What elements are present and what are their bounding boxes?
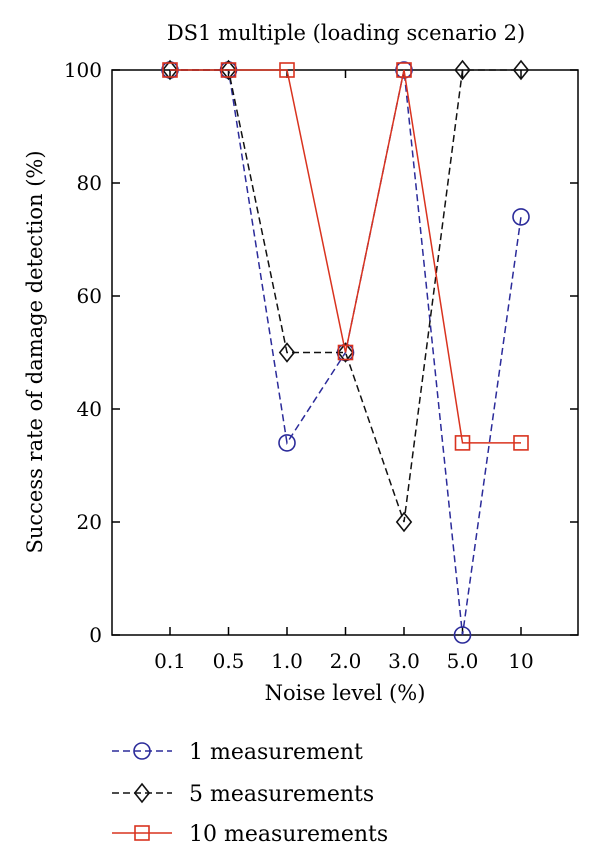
data-point <box>278 342 296 363</box>
x-tick-label: 5.0 <box>447 649 479 673</box>
data-point <box>337 344 354 361</box>
data-point <box>220 59 237 81</box>
y-axis: 0 20 40 60 80 100 <box>64 58 578 647</box>
data-point <box>279 62 295 78</box>
data-point <box>395 511 413 533</box>
y-tick-label: 20 <box>77 510 102 534</box>
series-line <box>170 69 521 523</box>
series-layer <box>161 59 530 644</box>
legend-label: 5 measurements <box>189 782 374 807</box>
data-point <box>161 59 179 81</box>
data-point <box>220 62 237 78</box>
data-point <box>453 626 472 644</box>
legend-item: 5 measurements <box>112 782 374 807</box>
legend-marker <box>134 825 150 841</box>
y-tick-label: 0 <box>89 623 102 647</box>
x-axis: 0.1 0.5 1.0 2.0 3.0 5.0 10 <box>154 70 534 673</box>
y-tick-label: 100 <box>64 58 102 82</box>
y-tick-label: 60 <box>77 284 102 308</box>
legend-label: 1 measurement <box>189 740 363 765</box>
x-tick-label: 1.0 <box>271 649 303 673</box>
data-point <box>395 61 413 79</box>
data-point <box>454 59 471 81</box>
x-tick-label: 3.0 <box>388 649 420 673</box>
data-point <box>278 434 296 452</box>
x-tick-label: 0.5 <box>213 649 245 673</box>
y-tick-label: 40 <box>77 397 102 421</box>
x-tick-label: 2.0 <box>330 649 362 673</box>
data-point <box>396 62 412 78</box>
data-point <box>454 435 471 451</box>
y-axis-title: Success rate of damage detection (%) <box>23 150 47 553</box>
series-3 <box>162 62 529 451</box>
x-tick-label: 10 <box>508 649 533 673</box>
data-point <box>162 62 178 78</box>
data-point <box>337 342 354 363</box>
series-line <box>170 69 521 444</box>
legend-item: 1 measurement <box>112 740 363 765</box>
legend-item: 10 measurements <box>112 822 388 847</box>
data-point <box>512 59 530 81</box>
chart-title: DS1 multiple (loading scenario 2) <box>167 21 525 45</box>
series-2 <box>161 59 530 533</box>
legend-marker <box>133 742 151 760</box>
legend-marker <box>133 782 151 804</box>
x-axis-title: Noise level (%) <box>265 681 426 705</box>
y-tick-label: 80 <box>77 171 102 195</box>
x-tick-label: 0.1 <box>154 649 186 673</box>
legend: 1 measurement 5 measurements 10 measuremen… <box>112 740 388 847</box>
legend-label: 10 measurements <box>189 822 388 847</box>
data-point <box>512 208 530 226</box>
data-point <box>513 435 529 451</box>
